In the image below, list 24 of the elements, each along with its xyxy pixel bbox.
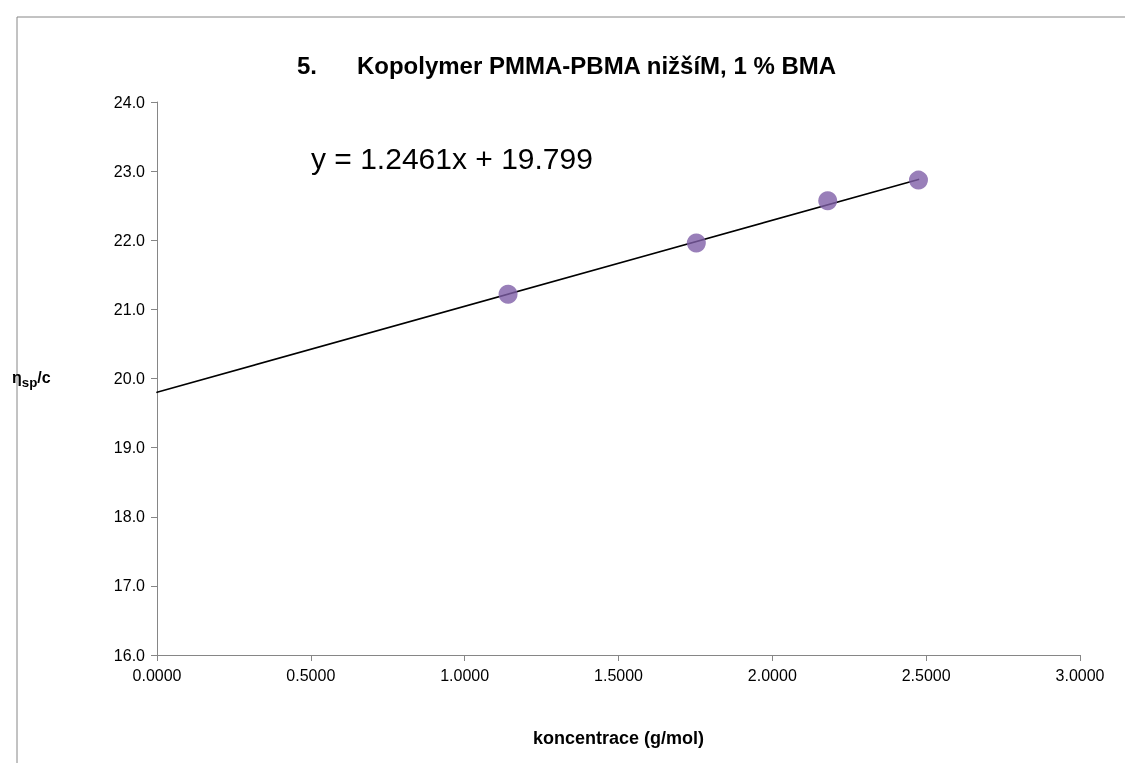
y-tick-label: 19.0 bbox=[113, 439, 146, 457]
x-tick-label: 1.0000 bbox=[440, 666, 490, 684]
chart-title: 5. Kopolymer PMMA-PBMA nižšíM, 1 % BMA bbox=[296, 51, 837, 79]
annotation: y = 1.2461x + 19.799 bbox=[311, 141, 593, 175]
point bbox=[498, 284, 518, 304]
y-tick-label: 17.0 bbox=[113, 577, 146, 595]
y-tick-label: 24.0 bbox=[113, 93, 146, 111]
point bbox=[818, 191, 838, 211]
y-tick-label: 22.0 bbox=[113, 231, 146, 249]
x-axis-title: koncentrace (g/mol) bbox=[532, 728, 705, 748]
x-tick-label: 2.0000 bbox=[747, 666, 797, 684]
y-tick-label: 18.0 bbox=[113, 508, 146, 526]
x-tick-label: 0.5000 bbox=[286, 666, 336, 684]
x-tick-label: 1.5000 bbox=[594, 666, 644, 684]
point bbox=[686, 233, 706, 253]
y-axis-title: η$_{sp}$/c bbox=[12, 369, 51, 391]
y-tick-label: 23.0 bbox=[113, 162, 146, 180]
y-tick-label: 20.0 bbox=[113, 370, 146, 387]
x-tick-label: 0.0000 bbox=[132, 666, 182, 684]
x-tick-label: 3.0000 bbox=[1055, 666, 1105, 684]
y-tick-label: 16.0 bbox=[113, 646, 146, 664]
point bbox=[908, 170, 928, 190]
y-tick-label: 21.0 bbox=[113, 300, 146, 318]
x-tick-label: 2.5000 bbox=[901, 666, 951, 684]
